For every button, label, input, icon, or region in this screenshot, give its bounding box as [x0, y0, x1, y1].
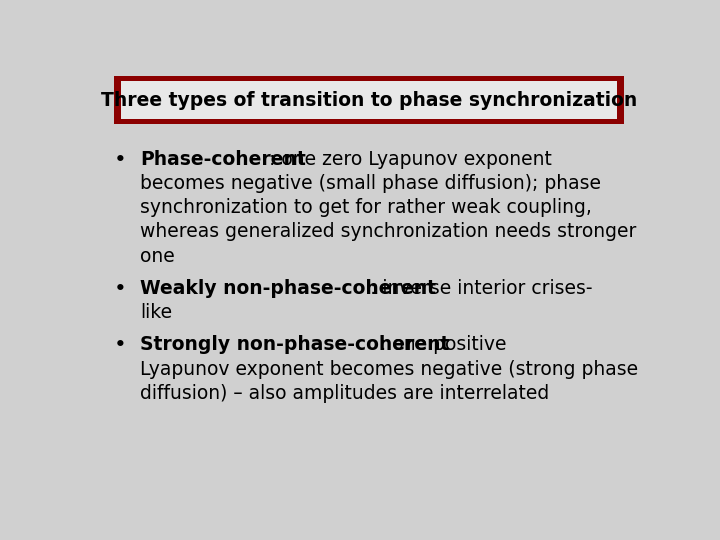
Text: Lyapunov exponent becomes negative (strong phase: Lyapunov exponent becomes negative (stro… — [140, 360, 639, 379]
FancyBboxPatch shape — [121, 82, 617, 119]
Text: like: like — [140, 303, 172, 322]
Text: diffusion) – also amplitudes are interrelated: diffusion) – also amplitudes are interre… — [140, 384, 549, 403]
Text: synchronization to get for rather weak coupling,: synchronization to get for rather weak c… — [140, 198, 592, 217]
Text: : one positive: : one positive — [380, 335, 506, 354]
Text: Weakly non-phase-coherent: Weakly non-phase-coherent — [140, 279, 436, 298]
Text: : one zero Lyapunov exponent: : one zero Lyapunov exponent — [269, 150, 552, 169]
Text: •: • — [114, 150, 126, 170]
Text: : inverse interior crises-: : inverse interior crises- — [369, 279, 592, 298]
Text: •: • — [114, 335, 126, 355]
Text: one: one — [140, 246, 175, 266]
Text: Strongly non-phase-coherent: Strongly non-phase-coherent — [140, 335, 449, 354]
Text: whereas generalized synchronization needs stronger: whereas generalized synchronization need… — [140, 222, 636, 241]
Text: •: • — [114, 279, 126, 299]
Text: Phase-coherent: Phase-coherent — [140, 150, 306, 169]
Text: becomes negative (small phase diffusion); phase: becomes negative (small phase diffusion)… — [140, 174, 601, 193]
Text: Three types of transition to phase synchronization: Three types of transition to phase synch… — [101, 91, 637, 110]
FancyBboxPatch shape — [114, 77, 624, 124]
